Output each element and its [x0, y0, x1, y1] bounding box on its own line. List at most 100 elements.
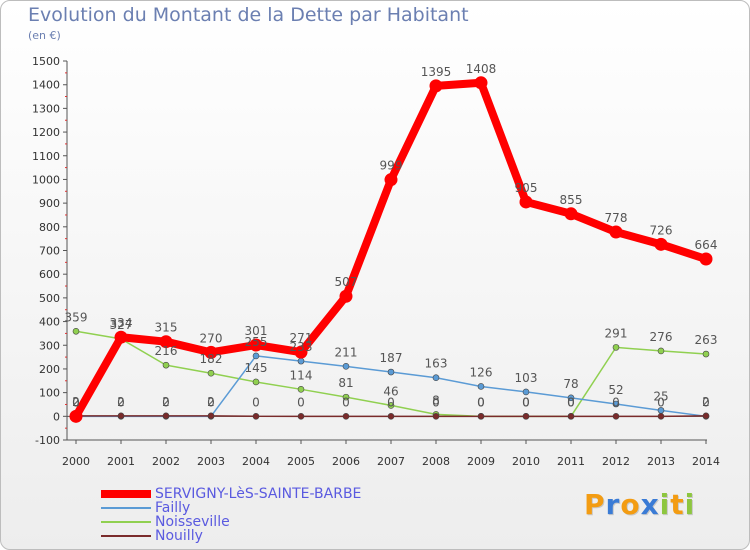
- y-tick-label: 1200: [32, 126, 60, 139]
- data-label: 114: [290, 368, 313, 382]
- data-label: 52: [608, 383, 623, 397]
- y-tick-label: 1400: [32, 79, 60, 92]
- data-point: [297, 413, 305, 420]
- data-point: [117, 412, 125, 420]
- data-label: 0: [522, 395, 530, 409]
- y-tick-label: 100: [39, 387, 60, 400]
- y-tick-label: 400: [39, 316, 60, 329]
- y-tick-label: -100: [35, 434, 60, 447]
- x-tick-label: 2001: [107, 455, 135, 468]
- data-point: [252, 352, 260, 360]
- data-label: 2: [72, 395, 80, 409]
- data-label: 263: [695, 333, 718, 347]
- data-point: [519, 195, 533, 209]
- logo-letter: r: [605, 488, 621, 521]
- data-point: [477, 383, 485, 390]
- data-label: 0: [72, 395, 80, 409]
- data-point: [522, 388, 530, 396]
- data-point: [387, 368, 395, 376]
- data-label: 0: [387, 395, 395, 409]
- data-label: 211: [335, 345, 358, 359]
- data-label: 0: [477, 395, 485, 409]
- data-label: 327: [110, 318, 133, 332]
- data-label: 664: [695, 238, 718, 252]
- data-label: 2: [162, 395, 170, 409]
- data-label: 0: [477, 395, 485, 409]
- y-tick-label: 1000: [32, 173, 60, 186]
- y-tick-label: 700: [39, 245, 60, 258]
- data-label: 359: [65, 310, 88, 324]
- data-point: [249, 338, 263, 352]
- data-label: 999: [380, 159, 403, 173]
- data-label: 271: [290, 331, 313, 345]
- x-tick-label: 2005: [287, 455, 315, 468]
- data-label: 78: [563, 377, 578, 391]
- data-label: 255: [245, 335, 268, 349]
- data-point: [564, 207, 578, 221]
- data-label: 103: [515, 371, 538, 385]
- logo-letter: t: [670, 488, 685, 521]
- data-point: [429, 79, 443, 93]
- x-tick-label: 2006: [332, 455, 360, 468]
- data-label: 0: [567, 395, 575, 409]
- data-point: [609, 225, 623, 239]
- logo-letter: P: [584, 488, 606, 521]
- x-tick-label: 2002: [152, 455, 180, 468]
- data-label: 726: [650, 223, 673, 237]
- data-point: [567, 413, 575, 420]
- x-tick-label: 2007: [377, 455, 405, 468]
- data-label: 507: [335, 275, 358, 289]
- data-label: 1408: [466, 62, 497, 76]
- data-label: 905: [515, 181, 538, 195]
- data-point: [342, 413, 350, 420]
- data-label: 0: [162, 395, 170, 409]
- data-point: [387, 402, 395, 409]
- logo-letter: i: [659, 488, 671, 521]
- data-label: 25: [653, 389, 668, 403]
- data-label: 216: [155, 344, 178, 358]
- y-tick-label: 1500: [32, 55, 60, 68]
- y-tick-label: 0: [53, 410, 60, 423]
- data-point: [702, 412, 710, 420]
- data-point: [204, 345, 218, 359]
- data-point: [567, 394, 575, 402]
- data-point: [72, 327, 80, 335]
- data-point: [384, 173, 398, 187]
- data-label: 301: [245, 324, 268, 338]
- data-label: 0: [522, 395, 530, 409]
- data-point: [339, 289, 353, 303]
- data-point: [699, 252, 713, 266]
- legend-label: SERVIGNY-LèS-SAINTE-BARBE: [155, 486, 362, 502]
- y-tick-label: 900: [39, 197, 60, 210]
- data-label: 778: [605, 211, 628, 225]
- data-point: [207, 369, 215, 377]
- data-label: 0: [297, 395, 305, 409]
- legend-swatch: [101, 521, 151, 523]
- data-point: [654, 237, 668, 251]
- proxiti-logo: Proxiti: [584, 488, 695, 521]
- y-tick-label: 1300: [32, 102, 60, 115]
- data-label: 855: [560, 193, 583, 207]
- data-label: 276: [650, 330, 673, 344]
- data-point: [159, 335, 173, 349]
- data-point: [207, 412, 215, 420]
- data-point: [342, 363, 350, 370]
- data-point: [432, 413, 440, 420]
- data-label: 0: [612, 395, 620, 409]
- legend-swatch: [101, 490, 151, 498]
- legend-label: Noisseville: [155, 514, 230, 530]
- x-tick-label: 2013: [647, 455, 675, 468]
- data-point: [342, 393, 350, 401]
- x-tick-label: 2011: [557, 455, 585, 468]
- legend-label: Failly: [155, 500, 191, 516]
- data-point: [702, 350, 710, 358]
- x-tick-label: 2012: [602, 455, 630, 468]
- data-point: [522, 413, 530, 420]
- data-label: 0: [252, 395, 260, 409]
- data-label: 8: [432, 393, 440, 407]
- data-point: [162, 412, 170, 420]
- data-point: [297, 357, 305, 365]
- data-label: 2: [207, 395, 215, 409]
- x-tick-label: 2004: [242, 455, 270, 468]
